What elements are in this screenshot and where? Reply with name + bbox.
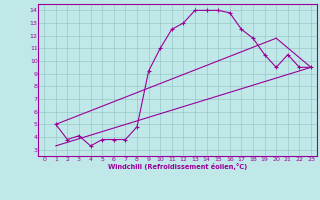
X-axis label: Windchill (Refroidissement éolien,°C): Windchill (Refroidissement éolien,°C)	[108, 163, 247, 170]
